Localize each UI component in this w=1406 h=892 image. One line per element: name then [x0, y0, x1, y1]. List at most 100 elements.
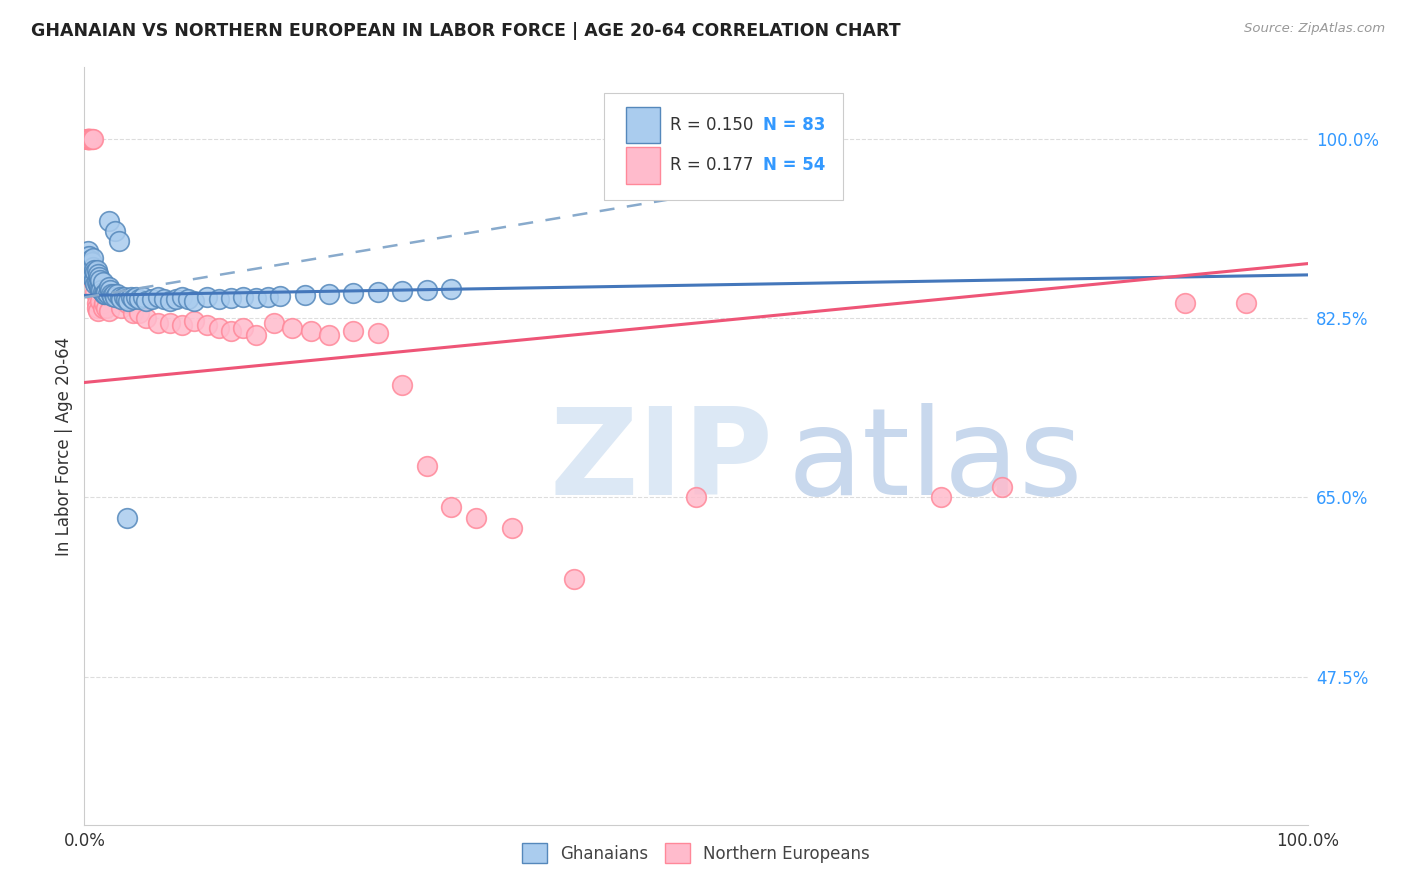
Point — [115, 293, 138, 307]
Point — [77, 252, 100, 267]
Point — [77, 257, 100, 271]
Text: N = 83: N = 83 — [763, 116, 825, 135]
Point — [84, 285, 107, 300]
Point — [104, 224, 127, 238]
Point — [76, 131, 98, 145]
Point — [77, 131, 100, 145]
Point — [112, 290, 135, 304]
Point — [104, 290, 127, 304]
Point — [183, 314, 205, 328]
Point — [101, 289, 124, 303]
Point — [146, 290, 169, 304]
Point — [263, 316, 285, 330]
Point — [929, 490, 952, 504]
Point — [94, 287, 117, 301]
Point — [125, 290, 148, 304]
Text: ZIP: ZIP — [550, 402, 773, 520]
Point — [391, 285, 413, 299]
Point — [83, 275, 105, 289]
Point — [416, 283, 439, 297]
Point — [87, 280, 110, 294]
Point — [80, 131, 103, 145]
Point — [86, 295, 108, 310]
Y-axis label: In Labor Force | Age 20-64: In Labor Force | Age 20-64 — [55, 336, 73, 556]
Point — [165, 293, 187, 307]
Point — [367, 326, 389, 341]
Point — [91, 275, 114, 289]
Point — [128, 306, 150, 320]
FancyBboxPatch shape — [626, 147, 661, 184]
Point — [342, 324, 364, 338]
Point — [1236, 295, 1258, 310]
Point — [122, 306, 145, 320]
Point — [97, 287, 120, 301]
Point — [90, 283, 112, 297]
Point — [97, 280, 120, 294]
FancyBboxPatch shape — [626, 107, 661, 144]
Point — [84, 277, 107, 292]
Point — [1174, 295, 1197, 310]
Point — [87, 267, 110, 281]
Point — [110, 293, 132, 307]
Point — [91, 285, 114, 300]
Point — [177, 293, 200, 307]
Point — [77, 244, 100, 259]
Text: Source: ZipAtlas.com: Source: ZipAtlas.com — [1244, 22, 1385, 36]
Point — [502, 521, 524, 535]
Point — [77, 131, 100, 145]
Point — [991, 480, 1014, 494]
Point — [89, 273, 111, 287]
Point — [183, 293, 205, 308]
Point — [342, 286, 364, 301]
Point — [83, 273, 105, 287]
Text: GHANAIAN VS NORTHERN EUROPEAN IN LABOR FORCE | AGE 20-64 CORRELATION CHART: GHANAIAN VS NORTHERN EUROPEAN IN LABOR F… — [31, 22, 901, 40]
Point — [77, 250, 100, 264]
Text: N = 54: N = 54 — [763, 156, 825, 175]
Point — [89, 293, 111, 308]
Point — [86, 275, 108, 289]
Point — [159, 316, 181, 330]
Point — [318, 328, 340, 343]
Point — [87, 280, 110, 294]
Text: atlas: atlas — [787, 402, 1084, 520]
Point — [96, 285, 118, 300]
Point — [391, 377, 413, 392]
Point — [122, 293, 145, 307]
Point — [269, 289, 291, 303]
Point — [135, 310, 157, 325]
Point — [281, 321, 304, 335]
Point — [115, 295, 138, 310]
Point — [103, 287, 125, 301]
Point — [208, 321, 231, 335]
Point — [135, 293, 157, 308]
Point — [219, 324, 242, 338]
Point — [110, 301, 132, 315]
Legend: Ghanaians, Northern Europeans: Ghanaians, Northern Europeans — [515, 836, 877, 870]
Point — [86, 301, 108, 315]
Point — [96, 301, 118, 315]
Point — [172, 290, 194, 304]
Point — [91, 301, 114, 315]
Point — [80, 269, 103, 284]
Point — [93, 287, 115, 301]
Point — [97, 303, 120, 318]
Point — [120, 290, 142, 304]
Point — [79, 131, 101, 145]
Text: R = 0.150: R = 0.150 — [671, 116, 754, 135]
Point — [79, 131, 101, 145]
Point — [117, 293, 139, 308]
Point — [416, 459, 439, 474]
Point — [195, 318, 218, 332]
Point — [440, 282, 463, 296]
Point — [76, 260, 98, 274]
Point — [105, 287, 128, 301]
Point — [82, 131, 104, 145]
Point — [172, 318, 194, 332]
Point — [76, 131, 98, 145]
Point — [440, 500, 463, 515]
Point — [464, 510, 486, 524]
Point — [86, 262, 108, 277]
Point — [294, 288, 316, 302]
Point — [83, 265, 105, 279]
Point — [79, 252, 101, 267]
